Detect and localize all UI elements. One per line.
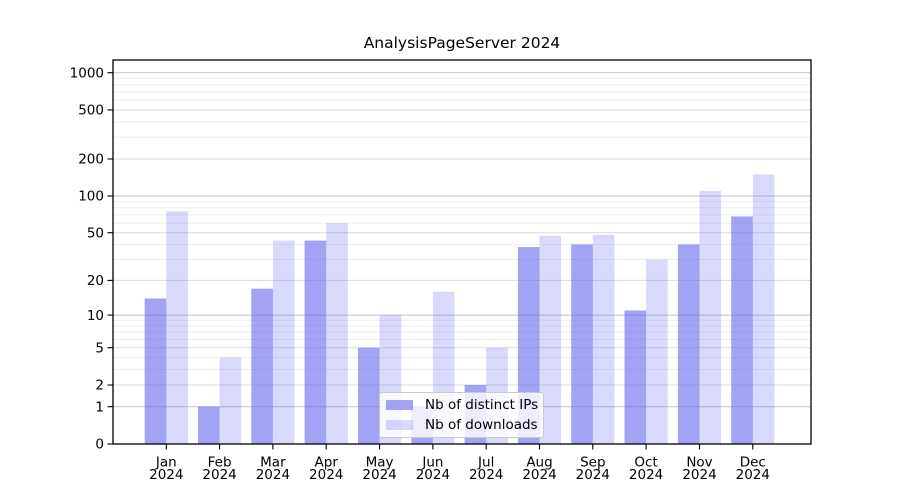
x-tick-label-year: 2024 [469, 467, 503, 483]
x-tick-label-month: May [366, 455, 394, 471]
y-tick-label: 10 [87, 308, 104, 324]
y-tick-label: 200 [78, 152, 104, 168]
x-tick-label-year: 2024 [629, 467, 663, 483]
bar-downloads-aug [539, 235, 562, 444]
bar-downloads-mar [272, 240, 295, 444]
bar-ips-oct [624, 310, 647, 444]
x-tick-label-month: Feb [208, 455, 232, 471]
x-tick-label-month: Jan [155, 455, 177, 471]
legend-swatch-distinct-ips [386, 400, 413, 411]
bar-ips-nov [677, 244, 700, 444]
legend-item-downloads: Nb of downloads [386, 416, 538, 434]
bar-downloads-jan [166, 211, 188, 444]
bar-ips-dec [731, 216, 753, 444]
y-tick-label: 2 [95, 378, 104, 394]
x-tick-label-year: 2024 [522, 467, 556, 483]
chart-title: AnalysisPageServer 2024 [363, 34, 561, 52]
y-tick-label: 20 [87, 273, 104, 289]
plot-frame [112, 59, 812, 445]
x-tick-label-month: Nov [686, 455, 712, 471]
x-tick-label-year: 2024 [576, 467, 610, 483]
x-tick-label-year: 2024 [256, 467, 290, 483]
y-tick-label: 50 [87, 225, 104, 241]
bar-ips-apr [304, 240, 327, 444]
legend-swatch-downloads [386, 419, 413, 430]
legend-item-distinct-ips: Nb of distinct IPs [386, 397, 539, 414]
bar-ips-sep [571, 244, 593, 444]
bar-downloads-sep [592, 234, 615, 444]
x-tick-label-year: 2024 [202, 467, 236, 483]
legend: Nb of distinct IPs Nb of downloads [379, 392, 544, 438]
x-tick-label-year: 2024 [736, 467, 770, 483]
x-tick-label-month: Aug [526, 455, 552, 471]
bar-downloads-apr [326, 223, 348, 444]
x-tick-label-month: Apr [315, 455, 339, 471]
y-tick-label: 0 [95, 437, 104, 453]
bar-downloads-dec [752, 174, 775, 444]
x-tick-label-year: 2024 [682, 467, 716, 483]
legend-label-downloads: Nb of downloads [425, 416, 538, 433]
x-tick-label-year: 2024 [416, 467, 450, 483]
x-tick-label-month: Jul [477, 455, 494, 471]
bar-downloads-feb [219, 357, 242, 444]
x-tick-label-month: Mar [260, 455, 286, 471]
bar-ips-jan [144, 298, 167, 444]
y-tick-label: 1 [95, 399, 104, 415]
y-tick-label: 500 [78, 103, 104, 119]
x-tick-label-month: Sep [580, 455, 605, 471]
bar-ips-feb [198, 406, 220, 444]
bar-ips-mar [251, 288, 273, 444]
x-tick-label-year: 2024 [362, 467, 396, 483]
x-tick-label-month: Dec [740, 455, 766, 471]
x-tick-label-month: Jun [421, 455, 443, 471]
y-tick-label: 100 [78, 189, 104, 205]
x-tick-label-year: 2024 [309, 467, 343, 483]
bar-ips-may [358, 347, 380, 444]
bar-downloads-oct [646, 259, 668, 444]
y-tick-label: 1000 [70, 65, 104, 81]
legend-label-distinct-ips: Nb of distinct IPs [425, 397, 539, 414]
x-tick-label-year: 2024 [149, 467, 183, 483]
x-tick-label-month: Oct [634, 455, 657, 471]
bar-downloads-nov [699, 190, 722, 444]
y-tick-label: 5 [95, 340, 104, 356]
